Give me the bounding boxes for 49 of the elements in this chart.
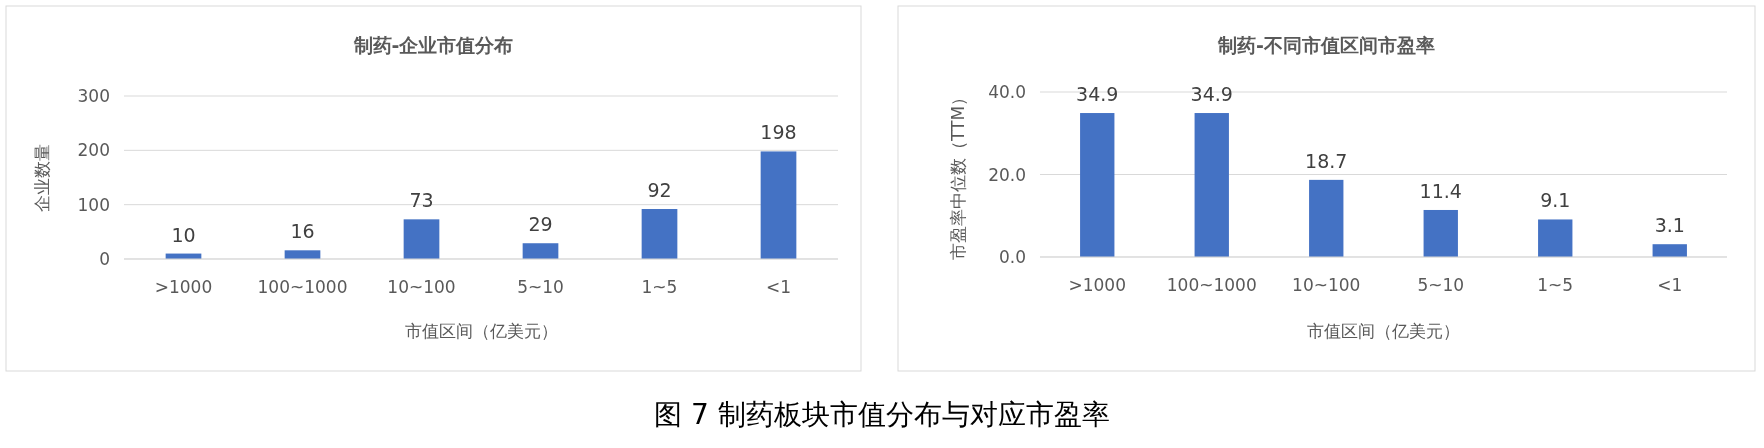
y-tick-label: 20.0	[988, 164, 1026, 185]
y-tick-label: 0	[99, 249, 110, 269]
bar	[284, 250, 321, 259]
bar	[641, 209, 678, 259]
data-label: 29	[528, 213, 553, 236]
x-tick-label: 1~5	[1537, 275, 1574, 295]
data-label: 16	[290, 220, 315, 243]
data-label: 198	[760, 121, 797, 144]
data-label: 92	[647, 179, 672, 202]
data-label: 10	[171, 223, 196, 246]
data-label: 18.7	[1305, 149, 1348, 172]
bar	[522, 243, 559, 259]
bar	[1080, 113, 1115, 257]
x-tick-label: >1000	[154, 277, 213, 297]
x-axis-title: 市值区间（亿美元）	[1307, 321, 1460, 341]
caption: 图 7 制药板块市值分布与对应市盈率	[654, 398, 1110, 431]
x-tick-label: <1	[765, 277, 792, 297]
data-label: 34.9	[1190, 83, 1233, 106]
y-axis-title: 市盈率中位数（TTM）	[948, 88, 968, 261]
x-tick-label: 5~10	[517, 277, 564, 297]
bar	[1538, 219, 1573, 257]
y-axis-title: 企业数量	[32, 143, 52, 212]
x-tick-label: 10~100	[387, 277, 456, 297]
x-tick-label: >1000	[1068, 275, 1127, 295]
bar	[1194, 113, 1229, 257]
x-tick-label: 100~1000	[257, 277, 348, 297]
data-label: 3.1	[1654, 214, 1685, 237]
x-tick-label: 1~5	[641, 277, 678, 297]
y-tick-label: 40.0	[988, 82, 1026, 102]
y-tick-label: 100	[77, 194, 110, 215]
data-label: 11.4	[1419, 179, 1462, 202]
x-axis-title: 市值区间（亿美元）	[404, 321, 558, 341]
data-label: 34.9	[1076, 83, 1119, 106]
data-label: 9.1	[1540, 189, 1571, 212]
bar	[760, 151, 797, 259]
x-tick-label: 10~100	[1292, 275, 1361, 295]
bar	[1423, 209, 1458, 257]
y-tick-label: 200	[77, 140, 110, 161]
y-tick-label: 0.0	[998, 247, 1026, 267]
x-tick-label: 5~10	[1417, 275, 1465, 295]
bar	[1652, 244, 1687, 257]
chart-title: 制药-企业市值分布	[352, 34, 514, 56]
bar	[403, 219, 440, 259]
x-tick-label: 100~1000	[1166, 275, 1257, 295]
data-label: 73	[409, 189, 434, 212]
x-tick-label: <1	[1657, 275, 1683, 295]
bar	[1309, 179, 1344, 257]
chart-title: 制药-不同市值区间市盈率	[1217, 34, 1435, 56]
y-tick-label: 300	[77, 86, 110, 106]
